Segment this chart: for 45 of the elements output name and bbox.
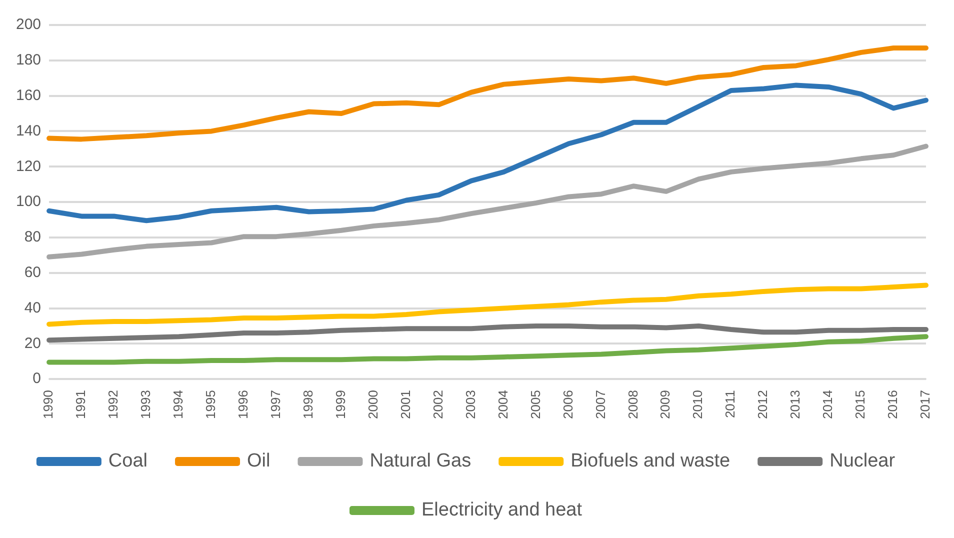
- legend-label: Oil: [247, 450, 270, 472]
- x-tick-label: 1994: [170, 390, 186, 419]
- y-tick-label: 140: [16, 122, 42, 140]
- x-tick-label: 1991: [73, 390, 88, 419]
- x-tick-label: 2017: [918, 390, 933, 419]
- x-tick-label: 2010: [690, 390, 706, 419]
- x-tick-label: 2006: [560, 390, 576, 419]
- x-tick-label: 2001: [398, 390, 413, 419]
- x-tick-label: 2004: [495, 390, 510, 419]
- x-tick-label: 2013: [788, 390, 803, 419]
- y-tick-label: 160: [16, 86, 42, 104]
- x-tick-label: 2011: [722, 390, 738, 418]
- x-tick-label: 2008: [625, 390, 640, 419]
- x-tick-label: 2005: [528, 390, 543, 419]
- x-tick-label: 1998: [300, 390, 316, 419]
- x-tick-label: 1997: [268, 390, 283, 419]
- x-tick-label: 2003: [462, 390, 478, 419]
- y-tick-label: 60: [24, 264, 42, 281]
- y-tick-label: 40: [24, 299, 42, 316]
- legend-label: Biofuels and waste: [570, 450, 730, 472]
- y-tick-label: 0: [32, 370, 42, 388]
- x-tick-label: 2014: [820, 390, 836, 419]
- x-tick-label: 2012: [755, 390, 770, 419]
- x-tick-label: 2009: [658, 390, 673, 419]
- x-tick-label: 2002: [430, 390, 446, 419]
- legend-label: Natural Gas: [370, 450, 472, 472]
- y-tick-label: 20: [24, 334, 42, 352]
- y-tick-label: 100: [16, 193, 42, 210]
- x-tick-label: 1990: [40, 390, 56, 419]
- x-tick-label: 2015: [852, 390, 868, 419]
- legend-label: Coal: [108, 450, 148, 472]
- x-tick-label: 2000: [365, 390, 380, 419]
- legend-label: Nuclear: [830, 450, 896, 472]
- x-tick-label: 1996: [235, 390, 250, 419]
- x-tick-label: 1993: [138, 390, 154, 419]
- y-tick-label: 120: [16, 158, 42, 175]
- x-tick-label: 1999: [332, 390, 348, 419]
- x-tick-label: 2016: [885, 390, 900, 419]
- y-tick-label: 80: [24, 228, 42, 246]
- x-tick-label: 2007: [592, 390, 608, 419]
- x-tick-label: 1995: [203, 390, 218, 419]
- y-tick-label: 180: [16, 52, 42, 69]
- legend-label: Electricity and heat: [421, 500, 583, 521]
- x-tick-label: 1992: [106, 390, 121, 419]
- y-tick-label: 200: [16, 16, 42, 34]
